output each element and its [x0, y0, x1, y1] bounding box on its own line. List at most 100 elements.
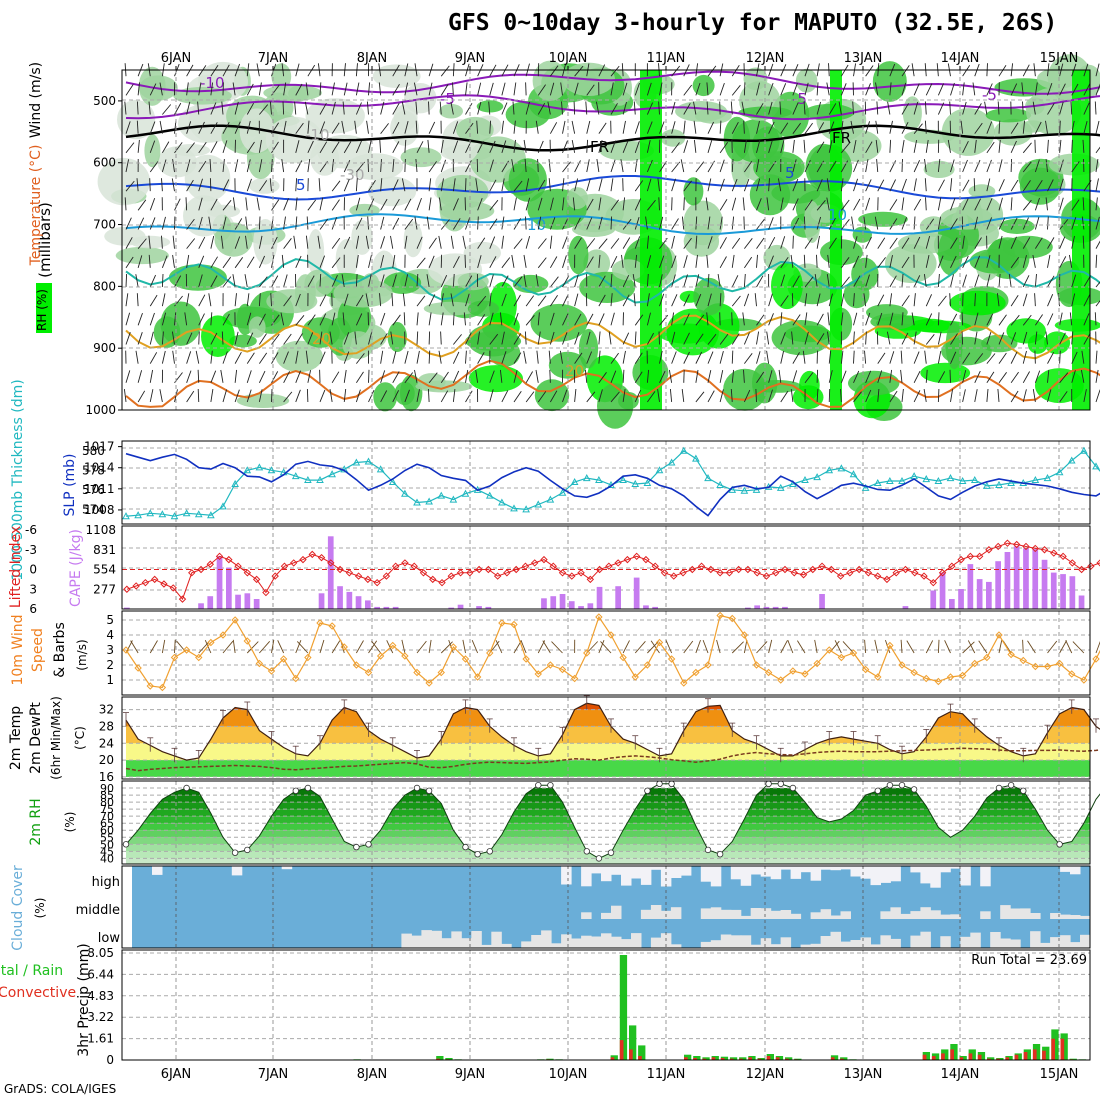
- thickness-point: [425, 497, 433, 505]
- wind-speed-point: [267, 667, 276, 675]
- wind-barb: [913, 275, 921, 288]
- wind-barb: [780, 332, 786, 345]
- wind-barb: [547, 101, 551, 115]
- rh-shade: [373, 382, 398, 412]
- precip-conv-bar: [941, 1053, 945, 1060]
- precip-conv-bar: [1023, 1052, 1028, 1060]
- thickness-point: [740, 486, 749, 494]
- rh-shade: [368, 176, 417, 207]
- wind-barb-10m: [586, 641, 599, 654]
- lifted-index-point: [160, 580, 168, 588]
- cloud-low-gap: [431, 930, 442, 948]
- wind-barb: [777, 178, 782, 192]
- wind-barb: [1083, 313, 1090, 326]
- wind-barb: [319, 82, 322, 96]
- wind-barb: [149, 217, 156, 230]
- ytick-label-slp: 1008: [84, 503, 115, 517]
- cloud-low-gap: [970, 932, 981, 948]
- thickness-point: [170, 512, 179, 520]
- rh-shade: [941, 108, 995, 156]
- rh-shade: [568, 235, 589, 275]
- precip-conv-bar: [1060, 1038, 1065, 1060]
- wind-barb: [198, 331, 200, 345]
- wind-barb: [889, 82, 892, 96]
- wind-barb: [598, 122, 607, 134]
- cape-bar: [930, 590, 937, 609]
- wind-barb: [986, 159, 992, 173]
- lifted-index-point: [716, 569, 724, 577]
- wind-barb: [392, 371, 400, 384]
- wind-barb: [853, 350, 855, 364]
- wind-barb: [730, 388, 733, 402]
- wind-barb: [683, 140, 689, 153]
- wind-barb: [380, 216, 385, 230]
- wind-speed-point: [946, 673, 955, 681]
- wind-barb: [853, 159, 859, 173]
- wind-barb: [465, 102, 473, 115]
- wind-barb: [889, 218, 898, 230]
- cape-bar: [327, 536, 334, 609]
- thickness-point: [146, 509, 155, 517]
- wind-barb: [195, 350, 200, 364]
- thickness-point: [158, 510, 167, 518]
- wind-barb: [925, 334, 935, 345]
- wind-barb: [913, 370, 921, 384]
- wind-barb: [280, 312, 285, 326]
- cape-bar: [615, 586, 621, 609]
- wind-barb: [1047, 275, 1055, 288]
- wind-barb: [246, 178, 252, 192]
- wind-barb: [574, 237, 582, 249]
- ytick-label-temp: 28: [99, 719, 114, 733]
- wind-barb: [950, 351, 957, 364]
- wind-barb: [634, 254, 638, 268]
- wind-barb: [148, 235, 151, 249]
- precip-conv-bar: [1014, 1054, 1019, 1060]
- wind-barb: [1083, 294, 1091, 307]
- wind-barb: [136, 178, 139, 192]
- ylabel-precip: 3hr Precip (mm): [76, 943, 92, 1056]
- wind-barb: [234, 101, 239, 115]
- wind-barb: [319, 273, 322, 288]
- wind-barb: [210, 82, 214, 96]
- ylabel-slp: SLP (mb): [62, 453, 78, 516]
- wind-barb: [246, 312, 252, 326]
- wind-barb: [1095, 369, 1099, 383]
- date-label-top: 7JAN: [258, 51, 289, 66]
- lifted-index-point: [169, 584, 177, 592]
- wind-barb: [161, 255, 168, 268]
- wind-barb: [186, 293, 190, 307]
- rh2m-point: [244, 846, 251, 854]
- rh-shade: [423, 301, 479, 316]
- lifted-index-point: [262, 588, 270, 597]
- wind-barb: [125, 159, 130, 173]
- rh2m-point: [716, 851, 724, 858]
- thickness-point: [582, 474, 591, 482]
- wind-barb: [305, 350, 309, 364]
- wind-barb: [440, 178, 444, 192]
- wind-barb: [1010, 332, 1017, 345]
- vertical-profile-panel: -10-5 -5 -5FR FR5510102020-30-1050060070080…: [28, 54, 1100, 429]
- wind-barb: [731, 237, 741, 249]
- wind-barb: [259, 104, 269, 115]
- lifted-index-point: [725, 569, 734, 577]
- wind-barb: [440, 219, 450, 230]
- precip-conv-bar: [977, 1054, 982, 1060]
- rh2m-point: [365, 841, 372, 848]
- wind-barb-10m: [600, 641, 612, 654]
- cloud-low-gap: [720, 934, 732, 948]
- wind-barb: [1047, 103, 1055, 115]
- wind-barb-10m: [198, 641, 210, 654]
- wind-barb: [962, 198, 969, 211]
- wind-barb: [1069, 312, 1073, 326]
- wind-barb: [174, 142, 183, 154]
- cape-bar: [198, 603, 204, 609]
- ylabel-cloud: Cloud Cover: [10, 865, 26, 951]
- wind-barb: [477, 237, 486, 249]
- wind-barb: [137, 390, 146, 403]
- cape-bar: [383, 606, 390, 609]
- wind-barb: [695, 82, 701, 96]
- wind-barb: [925, 313, 933, 326]
- wind-barb: [475, 369, 479, 383]
- wind-barb: [511, 254, 515, 268]
- rh-shade: [236, 393, 290, 408]
